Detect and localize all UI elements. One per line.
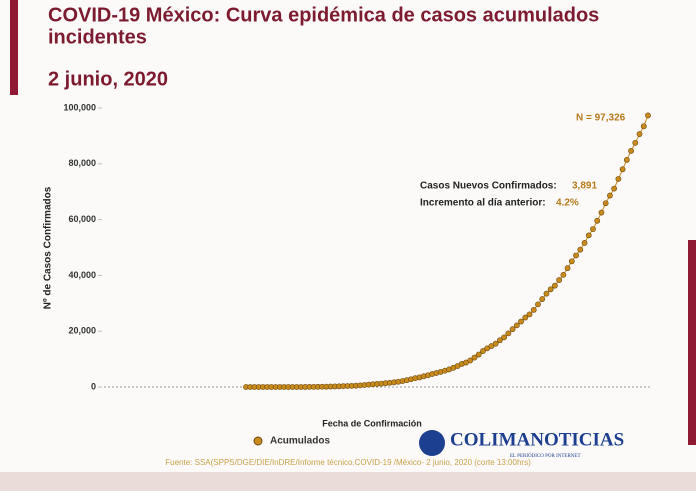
annotation: Incremento al día anterior: — [420, 198, 546, 209]
point — [518, 318, 524, 325]
point — [598, 209, 605, 216]
point — [471, 354, 478, 361]
point — [480, 348, 486, 354]
point — [513, 322, 520, 329]
point — [501, 334, 508, 341]
point — [581, 240, 588, 246]
point — [611, 185, 618, 192]
point — [543, 290, 550, 297]
point — [628, 147, 634, 154]
point — [552, 282, 558, 289]
point — [509, 326, 516, 333]
y-tick-label: 40,000 — [68, 270, 96, 280]
accent-bar-right — [688, 240, 696, 445]
point — [564, 265, 571, 272]
accent-bar — [10, 0, 18, 95]
point — [492, 340, 499, 347]
point — [585, 232, 592, 239]
title-line: COVID-19 México: Curva epidémica de caso… — [48, 4, 599, 26]
title-line: incidentes — [48, 26, 147, 48]
point — [475, 351, 482, 358]
watermark-tagline: EL PERIÓDICO POR INTERNET — [510, 453, 581, 459]
legend-marker — [253, 436, 263, 446]
point — [623, 156, 630, 163]
point — [640, 123, 647, 130]
y-tick-label: 0 — [91, 381, 96, 391]
point — [619, 166, 626, 173]
point — [568, 258, 575, 265]
watermark: COLIMANOTICIAS — [450, 429, 624, 450]
point — [594, 217, 601, 224]
point — [573, 252, 579, 259]
point — [526, 311, 533, 318]
footer-band — [0, 472, 696, 491]
point — [535, 301, 541, 308]
annotation: N = 97,326 — [576, 113, 626, 124]
point — [530, 307, 537, 313]
annotation: Casos Nuevos Confirmados: — [420, 181, 557, 192]
point — [496, 337, 503, 344]
y-tick-label: 100,000 — [63, 102, 96, 112]
point — [505, 330, 512, 337]
point — [590, 226, 596, 233]
subtitle: 2 junio, 2020 — [48, 68, 168, 90]
legend-label: Acumulados — [270, 436, 330, 447]
point — [467, 357, 474, 364]
point — [547, 286, 554, 293]
y-tick-label: 80,000 — [68, 158, 96, 168]
annotation: 4.2% — [556, 198, 579, 209]
x-axis-label: Fecha de Confirmación — [322, 418, 422, 428]
watermark-logo — [419, 430, 445, 456]
source: Fuente: SSA(SPPS/DGE/DIE/InDRE/Informe t… — [165, 458, 531, 467]
annotation: 3,891 — [572, 181, 597, 192]
point — [522, 314, 529, 321]
y-axis-label: Nº de Casos Confirmados — [43, 186, 54, 309]
point — [615, 176, 622, 182]
point — [539, 296, 546, 302]
point — [556, 277, 563, 283]
point — [632, 139, 639, 146]
y-tick-label: 20,000 — [68, 326, 96, 336]
point — [607, 192, 613, 199]
y-tick-label: 60,000 — [68, 214, 96, 224]
point — [577, 246, 584, 253]
point — [636, 131, 643, 137]
point — [560, 271, 567, 278]
point — [645, 112, 651, 119]
point — [602, 200, 609, 207]
